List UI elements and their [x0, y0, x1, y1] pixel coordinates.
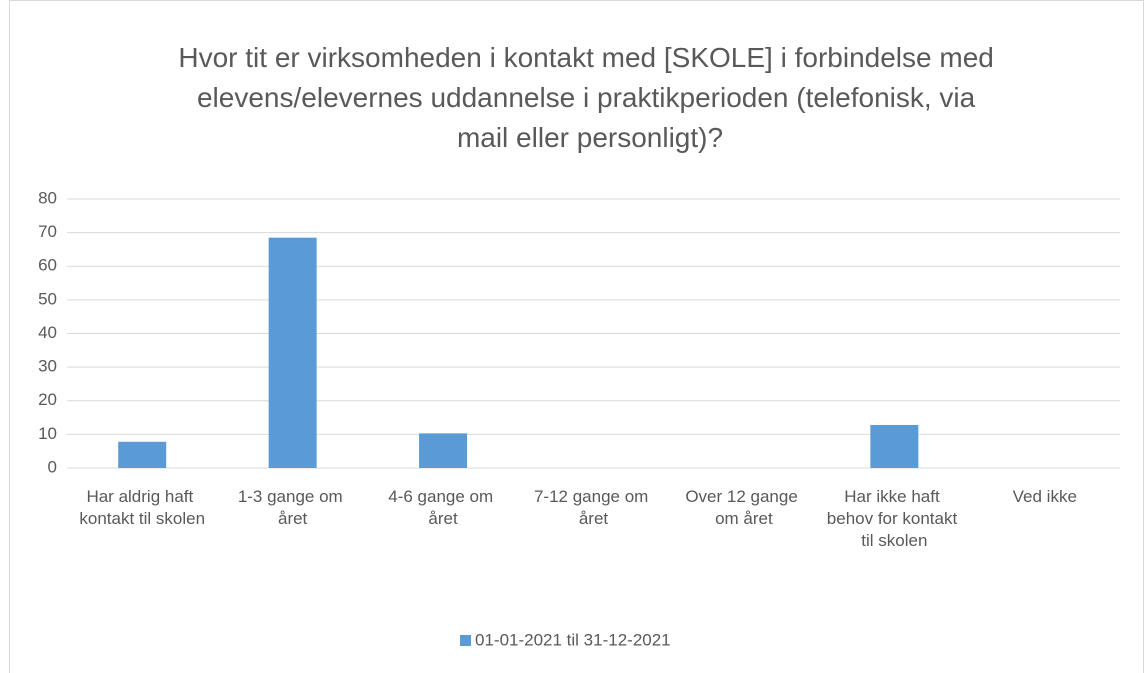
- y-tick-label: 20: [38, 390, 57, 409]
- x-tick-label: Har ikke haft behov for kontakt til skol…: [827, 487, 962, 550]
- bar: [268, 237, 317, 468]
- x-tick-label: Ved ikke: [1013, 487, 1077, 506]
- y-tick-label: 60: [38, 256, 57, 275]
- legend-swatch: [460, 635, 471, 646]
- x-tick-label: Har aldrig haft kontakt til skolen: [79, 487, 205, 528]
- y-tick-label: 80: [38, 188, 57, 207]
- chart-title: Hvor tit er virksomheden i kontakt med […: [178, 42, 1001, 153]
- y-tick-label: 0: [48, 457, 57, 476]
- y-tick-label: 30: [38, 357, 57, 376]
- x-tick-label: 7-12 gange om året: [534, 487, 653, 528]
- y-tick-label: 40: [38, 323, 57, 342]
- x-tick-label: Over 12 gange om året: [685, 487, 802, 528]
- chart-frame: [9, 0, 1144, 673]
- x-tick-label: 1-3 gange om året: [238, 487, 348, 528]
- x-tick-label: 4-6 gange om året: [388, 487, 498, 528]
- y-tick-label: 50: [38, 289, 57, 308]
- bar: [118, 441, 167, 468]
- bar: [419, 433, 468, 468]
- legend-label: 01-01-2021 til 31-12-2021: [475, 630, 671, 649]
- y-tick-label: 70: [38, 222, 57, 241]
- y-tick-label: 10: [38, 424, 57, 443]
- bar: [870, 424, 919, 468]
